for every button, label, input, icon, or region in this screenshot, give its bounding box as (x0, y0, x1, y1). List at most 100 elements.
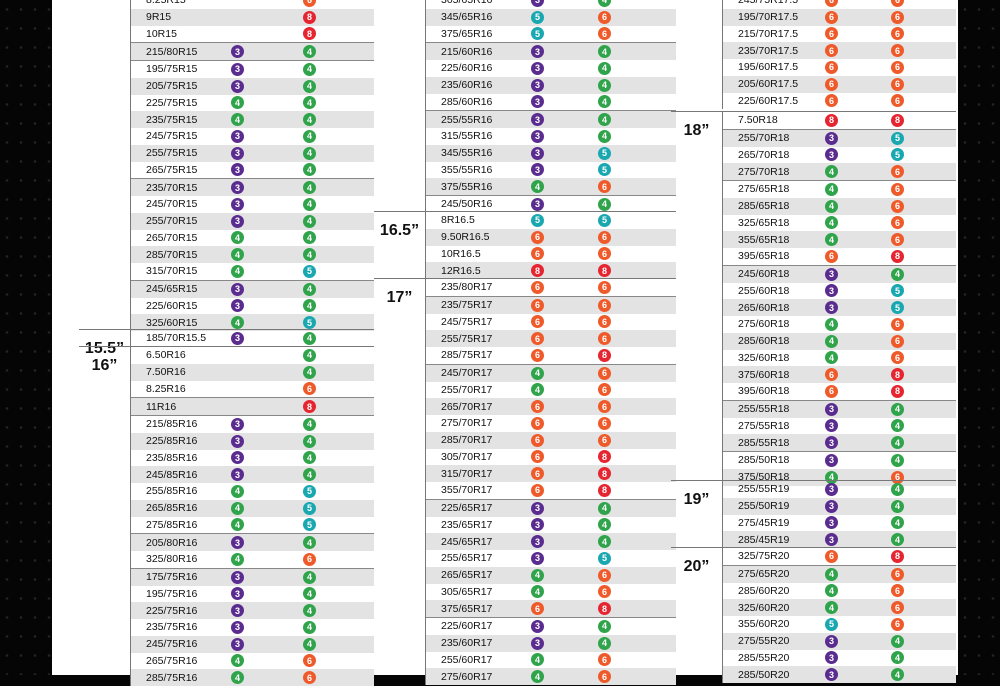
rating-badge: 8 (598, 602, 611, 616)
table-row: 245/75R15 3 4 (131, 128, 374, 145)
rating-badge: 4 (303, 536, 316, 550)
rating-badge: 4 (303, 587, 316, 601)
tire-size: 235/70R17.5 (738, 44, 799, 57)
rating-badge: 4 (891, 482, 904, 496)
rating-badge: 6 (825, 0, 838, 7)
rating-badge: 3 (825, 436, 838, 450)
table-row: 245/70R15 3 4 (131, 196, 374, 213)
rating-badge: 6 (598, 383, 611, 397)
rim-group: 16.5” 8R16.5 5 5 9.50R16.5 6 6 10R16.5 6 6 12R16.5… (374, 211, 676, 279)
table-row: 275/70R18 4 6 (723, 163, 956, 180)
tire-size: 245/60R18 (738, 268, 790, 281)
tire-size: 305/65R16 (441, 0, 493, 7)
rating-badge: 3 (531, 45, 544, 59)
rating-badge: 3 (825, 301, 838, 315)
rating-badge: 4 (598, 113, 611, 127)
rating-badge: 4 (825, 601, 838, 615)
rating-badge: 3 (231, 570, 244, 584)
table-row: 245/50R16 3 4 (426, 196, 676, 213)
rating-badge: 6 (891, 182, 904, 196)
size-subgroup: 255/55R18 3 4 275/55R18 3 4 285/55R18 3 4 (723, 399, 956, 451)
table-row: 245/75R17 6 6 (426, 314, 676, 331)
rating-badge: 6 (825, 549, 838, 563)
rating-badge: 6 (598, 315, 611, 329)
rating-badge: 4 (303, 197, 316, 211)
rating-badge: 4 (891, 453, 904, 467)
rating-badge: 4 (598, 197, 611, 211)
tire-size: 195/70R17.5 (738, 11, 799, 24)
rating-badge: 4 (531, 383, 544, 397)
table-row: 245/85R16 3 4 (131, 466, 374, 483)
table-row: 235/60R16 3 4 (426, 76, 676, 94)
tire-size: 375/60R18 (738, 368, 790, 381)
rating-badge: 6 (598, 180, 611, 194)
rim-size-label (79, 0, 131, 331)
table-row: 215/60R16 3 4 (426, 43, 676, 60)
tire-size: 325/65R18 (738, 216, 790, 229)
table-row: 245/65R15 3 4 (131, 280, 374, 298)
rating-badge: 4 (598, 501, 611, 515)
rating-badge: 5 (303, 264, 316, 278)
tire-size: 255/55R19 (738, 483, 790, 496)
rating-badge: 4 (598, 0, 611, 7)
rating-badge: 6 (303, 0, 316, 7)
tire-size: 255/70R15 (146, 215, 198, 228)
rating-badge: 3 (531, 535, 544, 549)
rating-badge: 6 (531, 433, 544, 447)
tire-size: 275/65R20 (738, 568, 790, 581)
tire-size: 235/75R16 (146, 621, 198, 634)
tire-size: 8.25R16 (146, 382, 186, 395)
table-row: 305/70R17 6 8 (426, 449, 676, 466)
rating-badge: 3 (825, 148, 838, 162)
table-row: 255/70R17 4 6 (426, 382, 676, 399)
rating-badge: 3 (231, 214, 244, 228)
tire-size: 235/60R16 (441, 79, 493, 92)
tire-size: 255/75R15 (146, 147, 198, 160)
rating-badge: 3 (231, 282, 244, 296)
rating-badge: 6 (891, 317, 904, 331)
size-subgroup: 215/85R16 3 4 225/85R16 3 4 235/85R16 3 4 245/85R… (131, 415, 374, 533)
rating-badge: 4 (303, 570, 316, 584)
size-rows: 255/55R19 3 4 255/50R19 3 4 275/45R19 3 4 285/45R… (723, 481, 956, 548)
rating-badge: 4 (531, 180, 544, 194)
rating-badge: 4 (825, 351, 838, 365)
table-row: 235/75R17 6 6 (426, 296, 676, 314)
rating-badge: 6 (891, 216, 904, 230)
table-row: 285/60R16 3 4 (426, 94, 676, 111)
table-row: 225/65R17 3 4 (426, 499, 676, 517)
size-rows: 305/65R16 3 4 345/65R16 5 6 375/65R16 5 6 215/60R… (426, 0, 676, 213)
tire-size: 6.50R16 (146, 349, 186, 362)
size-subgroup: 185/70R15.5 3 4 (131, 330, 374, 347)
table-row: 235/75R16 3 4 (131, 619, 374, 636)
rim-size-label: 16” (79, 347, 131, 686)
rating-badge: 6 (598, 653, 611, 667)
table-row: 205/60R17.5 6 6 (723, 75, 956, 93)
table-row: 255/70R15 3 4 (131, 212, 374, 230)
size-subgroup: 11R16 8 (131, 397, 374, 415)
tire-size: 245/85R16 (146, 468, 198, 481)
tire-size: 205/80R16 (146, 536, 198, 549)
tire-size: 225/75R15 (146, 96, 198, 109)
rating-badge: 8 (825, 113, 838, 127)
table-row: 285/55R20 3 4 (723, 650, 956, 667)
size-subgroup: 225/65R17 3 4 235/65R17 3 4 245/65R17 3 4 255/65R… (426, 498, 676, 617)
rating-badge: 6 (598, 585, 611, 599)
rating-badge: 4 (303, 417, 316, 431)
rating-badge: 4 (598, 636, 611, 650)
rating-badge: 6 (531, 450, 544, 464)
rating-badge: 3 (231, 604, 244, 618)
tire-size: 255/55R18 (738, 403, 790, 416)
rating-badge: 3 (231, 62, 244, 76)
tire-size: 255/60R18 (738, 284, 790, 297)
tire-size: 205/60R17.5 (738, 78, 799, 91)
table-row: 6.50R16 4 (131, 347, 374, 364)
tire-size: 255/65R17 (441, 552, 493, 565)
rating-badge: 6 (891, 0, 904, 7)
rating-badge: 6 (531, 332, 544, 346)
table-row: 285/60R18 4 6 (723, 332, 956, 350)
size-subgroup: 6.50R16 4 7.50R16 4 8.25R16 6 (131, 347, 374, 397)
table-row: 375/60R18 6 8 (723, 366, 956, 383)
rating-badge: 4 (303, 96, 316, 110)
table-row: 315/70R17 6 8 (426, 465, 676, 482)
rating-badge: 4 (531, 366, 544, 380)
